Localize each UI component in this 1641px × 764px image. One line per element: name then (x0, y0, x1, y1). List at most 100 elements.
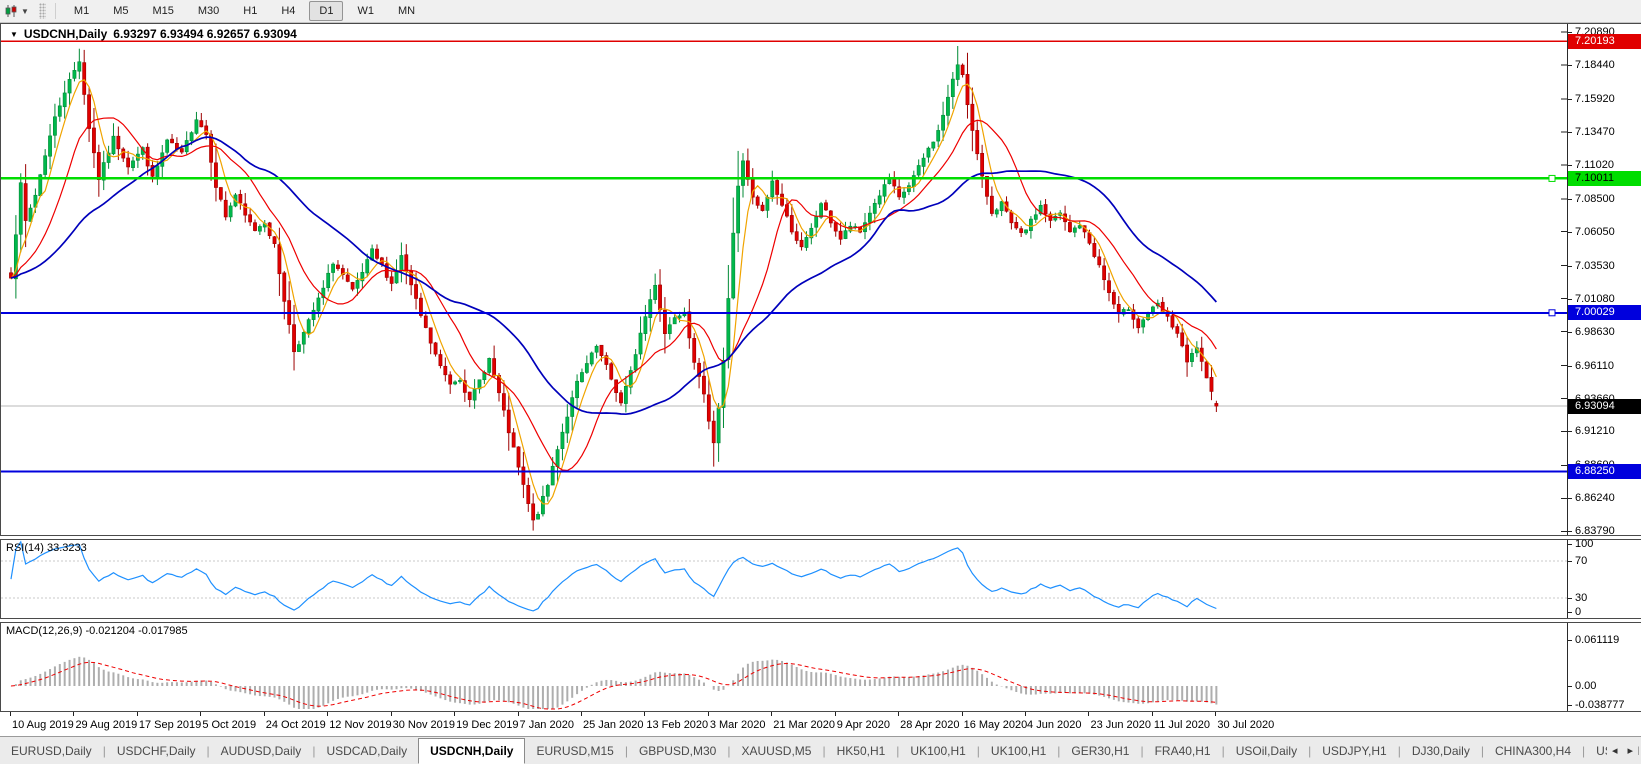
date-tick-mark (10, 712, 11, 716)
chevron-down-icon: ▼ (21, 6, 29, 16)
date-tick-mark (327, 712, 329, 716)
rsi-line (10, 540, 1217, 612)
date-label: 10 Aug 2019 (12, 719, 74, 731)
price-tick-mark (1568, 298, 1572, 300)
timeframe-button-h1[interactable]: H1 (243, 5, 258, 17)
price-tick-mark (1568, 531, 1572, 533)
current-price-badge: 6.93094 (1568, 398, 1641, 414)
price-tick-label: 7.13470 (1575, 125, 1615, 138)
tab-usoil-daily[interactable]: USOil,Daily (1235, 743, 1298, 758)
timeframe-button-d1[interactable]: D1 (309, 1, 344, 21)
tab-eurusd-daily[interactable]: EURUSD,Daily (11, 743, 92, 758)
toolbar-separator (54, 3, 56, 19)
timeframe-button-m5[interactable]: M5 (113, 5, 129, 17)
tab-xauusd-m5[interactable]: XAUUSD,M5 (741, 743, 812, 758)
date-label: 7 Jan 2020 (519, 719, 574, 731)
rsi-tick-mark (1568, 544, 1572, 545)
price-tick-label: 7.11020 (1575, 158, 1614, 171)
timeframe-button-h4[interactable]: H4 (281, 5, 296, 17)
candlestick-chart-icon (5, 5, 17, 17)
date-tick-mark (1025, 712, 1027, 716)
tab-audusd-daily[interactable]: AUDUSD,Daily (220, 743, 302, 758)
tab-dj30-daily[interactable]: DJ30,Daily (1411, 743, 1470, 758)
chart-title: ▼ USDCNH,Daily 6.93297 6.93494 6.92657 6… (10, 27, 297, 41)
tab-fra40-h1[interactable]: FRA40,H1 (1154, 743, 1211, 758)
rsi-tick-label: 70 (1575, 555, 1588, 567)
date-label: 13 Feb 2020 (646, 719, 709, 731)
macd-tick-label: -0.038777 (1575, 699, 1625, 711)
date-tick-mark (580, 712, 582, 716)
date-label: 5 Oct 2019 (202, 719, 257, 731)
date-label: 30 Nov 2019 (392, 719, 456, 731)
date-label: 23 Jun 2020 (1090, 719, 1152, 731)
date-label: 29 Aug 2019 (75, 719, 138, 731)
tab-scroll-right-icon[interactable]: ▸ (1627, 745, 1633, 757)
macd-pane: MACD(12,26,9) -0.021204 -0.017985 0.0611… (0, 622, 1641, 712)
rsi-tick-label: 100 (1575, 538, 1594, 550)
price-tick-label: 7.01080 (1575, 292, 1615, 305)
chart-context-caret-icon[interactable]: ▼ (10, 29, 18, 39)
timeframe-button-w1[interactable]: W1 (357, 5, 374, 17)
level-line-handle[interactable] (1548, 309, 1556, 317)
tab-usdchf-daily[interactable]: USDCHF,Daily (116, 743, 196, 758)
date-tick-mark (771, 712, 773, 716)
level-line-handle[interactable] (1548, 174, 1556, 182)
chart-type-button[interactable]: ▼ (0, 4, 33, 18)
price-tick-mark (1568, 331, 1572, 333)
tab-gbpusd-m30[interactable]: GBPUSD,M30 (638, 743, 717, 758)
date-tick-mark (390, 712, 392, 716)
date-label: 12 Nov 2019 (329, 719, 392, 731)
price-tick-mark (1568, 431, 1572, 433)
macd-chart-canvas[interactable] (1, 623, 1567, 711)
price-chart-canvas[interactable] (1, 24, 1567, 535)
price-tick-label: 6.91210 (1575, 425, 1615, 438)
tab-eurusd-m15[interactable]: EURUSD,M15 (536, 743, 614, 758)
tab-separator: | (1308, 743, 1312, 758)
tab-separator: | (727, 743, 731, 758)
rsi-label: RSI(14) 33.3233 (6, 542, 87, 554)
timeframe-button-mn[interactable]: MN (397, 5, 416, 17)
price-tick-label: 6.86240 (1575, 492, 1615, 505)
level-price-badge: 7.00029 (1568, 305, 1641, 321)
price-tick-mark (1568, 164, 1572, 166)
price-tick-label: 6.98630 (1575, 325, 1615, 338)
tab-scroll-left-icon[interactable]: ◂ (1611, 745, 1618, 757)
date-label: 11 Jul 2020 (1153, 719, 1210, 731)
date-tick-mark (644, 712, 646, 716)
tab-uk100-h1[interactable]: UK100,H1 (990, 743, 1047, 758)
timeframe-button-m15[interactable]: M15 (152, 5, 174, 17)
date-axis[interactable]: 10 Aug 2019 29 Aug 2019 17 Sep 2019 5 Oct 2… (0, 712, 1641, 736)
tab-usdcad-daily[interactable]: USDCAD,Daily (326, 743, 408, 758)
tab-china300-h4[interactable]: CHINA300,H4 (1494, 743, 1571, 758)
price-axis[interactable]: 7.20890 7.18440 7.15920 7.13470 7.11020 7.085… (1567, 24, 1641, 538)
tab-separator: | (896, 743, 900, 758)
date-tick-mark (1088, 712, 1090, 716)
price-tick-label: 6.96110 (1575, 359, 1614, 372)
rsi-chart-canvas[interactable] (1, 540, 1567, 618)
date-label: 21 Mar 2020 (773, 719, 836, 731)
tab-separator: | (1582, 743, 1586, 758)
price-tick-mark (1568, 131, 1572, 133)
macd-axis[interactable]: 0.061119 0.00 -0.038777 (1567, 623, 1641, 711)
macd-tick-mark (1568, 640, 1572, 642)
date-tick-mark (454, 712, 456, 716)
tab-usdjpy-h1[interactable]: USDJPY,H1 (1322, 743, 1387, 758)
date-tick-mark (136, 712, 138, 716)
chart-symbol-label: USDCNH,Daily (23, 27, 108, 41)
level-price-badge: 7.10011 (1568, 170, 1641, 186)
timeframe-button-m30[interactable]: M30 (197, 5, 220, 17)
candlestick-series (9, 45, 1219, 531)
date-tick-mark (898, 712, 900, 716)
macd-tick-mark (1568, 705, 1572, 706)
timeframe-button-m1[interactable]: M1 (73, 5, 90, 17)
price-tick-label: 6.83790 (1575, 525, 1615, 538)
tab-hk50-h1[interactable]: HK50,H1 (836, 743, 886, 758)
tab-uk100-h1[interactable]: UK100,H1 (910, 743, 966, 758)
rsi-axis[interactable]: 100 70 30 0 (1567, 538, 1641, 618)
toolbar-grip-handle[interactable] (38, 3, 46, 19)
tab-usdcnh-daily[interactable]: USDCNH,Daily (418, 737, 526, 764)
tab-ger30-h1[interactable]: GER30,H1 (1071, 743, 1130, 758)
macd-tick-label: 0.061119 (1575, 634, 1620, 647)
tab-scroll-controls: ◂ ▸ (1606, 737, 1638, 764)
date-label: 4 Jun 2020 (1027, 719, 1082, 731)
